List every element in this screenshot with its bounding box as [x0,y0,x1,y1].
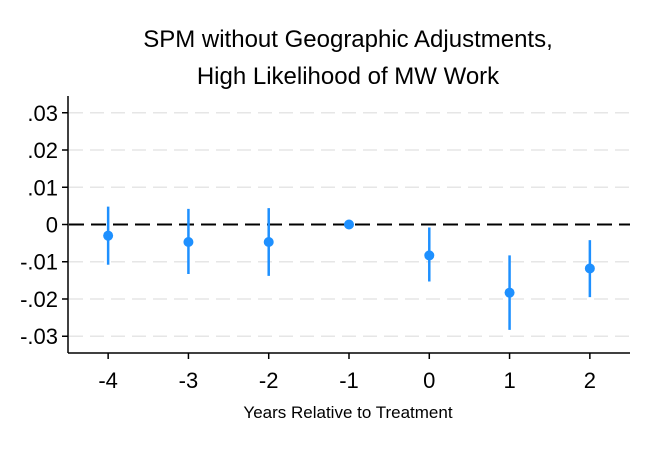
chart-title-line-2: High Likelihood of MW Work [197,63,500,90]
point-estimate [584,263,595,274]
point-estimate [103,230,114,241]
y-tick-label: .03 [27,101,58,126]
point-estimate [504,287,515,298]
y-tick-label: .02 [27,138,58,163]
tick-labels: .03 .02 .01 0 -.01 -.02 -.03 -4 -3 -2 -1 0 1 2 [20,101,596,393]
y-tick-label: -.02 [20,287,58,312]
x-tick-label: -4 [98,368,118,393]
x-tick-label: 1 [503,368,515,393]
y-tick-label: 0 [46,213,58,238]
y-tick-label: -.03 [20,324,58,349]
grid-lines [69,112,630,337]
point-estimate [424,250,435,261]
y-tick-label: .01 [27,175,58,200]
x-axis-label: Years Relative to Treatment [243,403,452,422]
x-tick-label: 2 [584,368,596,393]
point-estimate [344,219,354,230]
point-estimate [183,237,194,248]
y-tick-label: -.01 [20,250,58,275]
x-tick-label: 0 [423,368,435,393]
x-tick-label: -2 [259,368,279,393]
axes [62,96,630,359]
data-marks [103,206,595,330]
x-tick-label: -1 [339,368,359,393]
chart-title-line-1: SPM without Geographic Adjustments, [143,26,553,53]
point-estimate [263,237,274,248]
x-tick-label: -3 [179,368,199,393]
